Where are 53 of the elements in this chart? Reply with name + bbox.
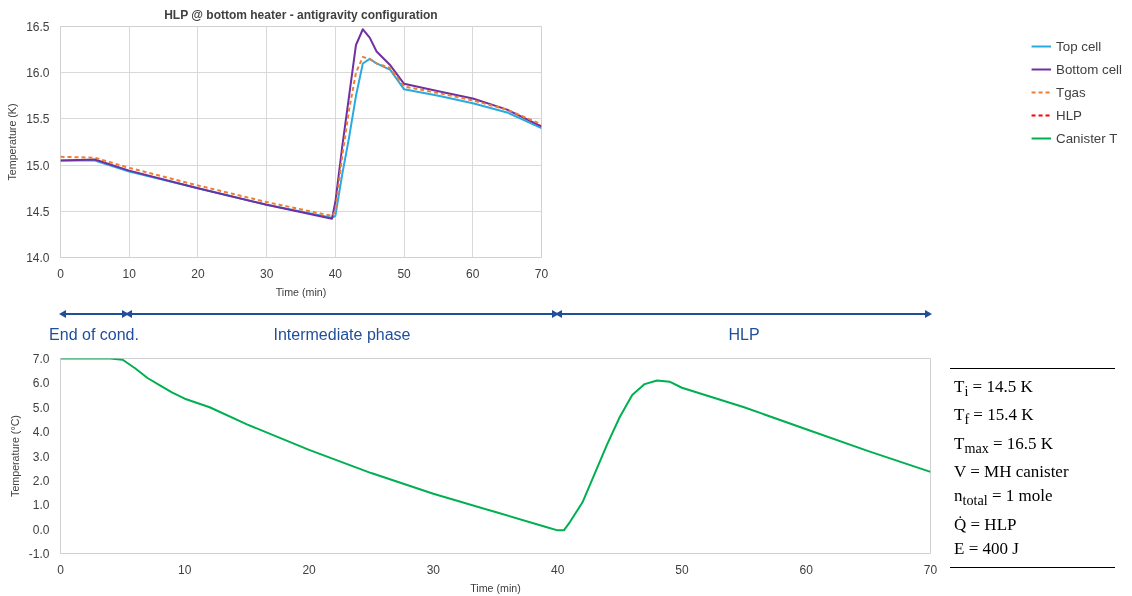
legend-label: Tgas (1056, 84, 1086, 100)
x-tick-label: 70 (534, 266, 549, 281)
x-tick-label: 20 (191, 266, 205, 281)
y-tick-label: 16.5 (26, 20, 50, 34)
x-tick-label: 60 (799, 562, 814, 577)
chart-title: HLP @ bottom heater - antigravity configuration (164, 7, 438, 22)
y-tick-label: 15.5 (26, 112, 50, 127)
legend-label: Top cell (1056, 38, 1102, 54)
text: HLP (727, 325, 761, 345)
line-series (60, 28, 542, 220)
text: Intermediate phase (272, 325, 412, 345)
y-tick-label: 15.0 (26, 158, 50, 173)
text: Q̇ = HLP (954, 514, 1017, 534)
x-axis-title: Time (min) (275, 285, 327, 298)
y-tick-label: 14.0 (26, 251, 50, 265)
y-axis-title: Temperature (°C) (8, 415, 21, 497)
x-tick-label: 20 (302, 562, 317, 577)
y-tick-label: 5.0 (32, 400, 50, 415)
text: End of cond. (48, 325, 140, 345)
line-series (60, 358, 931, 532)
text: T$_{i}$ = 14.5 K (954, 377, 1033, 400)
x-tick-label: 0 (57, 266, 65, 281)
x-tick-label: 0 (57, 562, 65, 577)
y-tick-label: -1.0 (28, 547, 50, 561)
text: E = 400 J (954, 538, 1019, 558)
y-tick-label: 7.0 (32, 352, 50, 366)
x-tick-label: 70 (923, 562, 938, 577)
x-tick-label: 40 (328, 266, 343, 281)
text: V = MH canister (954, 462, 1069, 482)
y-tick-label: 3.0 (32, 449, 50, 464)
x-tick-label: 60 (466, 266, 480, 281)
y-tick-label: 2.0 (32, 473, 50, 488)
y-tick-label: 14.5 (26, 204, 50, 219)
y-tick-label: 4.0 (32, 425, 50, 440)
legend-label: Bottom cell (1056, 61, 1122, 77)
y-tick-label: 0.0 (32, 522, 50, 537)
y-axis-title: Temperature (K) (6, 103, 19, 181)
y-tick-label: 16.0 (26, 66, 50, 81)
legend-label: HLP (1056, 107, 1082, 123)
text: n$_{total}$ = 1 mole (954, 486, 1053, 509)
x-tick-label: 40 (550, 562, 565, 577)
x-axis-title: Time (min) (470, 581, 521, 594)
y-tick-label: 1.0 (32, 498, 50, 513)
text: T$_{f}$ = 15.4 K (954, 405, 1034, 428)
x-tick-label: 10 (122, 266, 137, 281)
text: T$_{max}$ = 16.5 K (954, 433, 1054, 457)
x-tick-label: 50 (397, 266, 412, 281)
y-tick-label: 6.0 (32, 376, 50, 391)
x-tick-label: 30 (259, 266, 274, 281)
x-tick-label: 10 (178, 562, 192, 577)
x-tick-label: 30 (426, 562, 441, 577)
legend-label: Canister T (1056, 130, 1118, 146)
x-tick-label: 50 (675, 562, 689, 577)
